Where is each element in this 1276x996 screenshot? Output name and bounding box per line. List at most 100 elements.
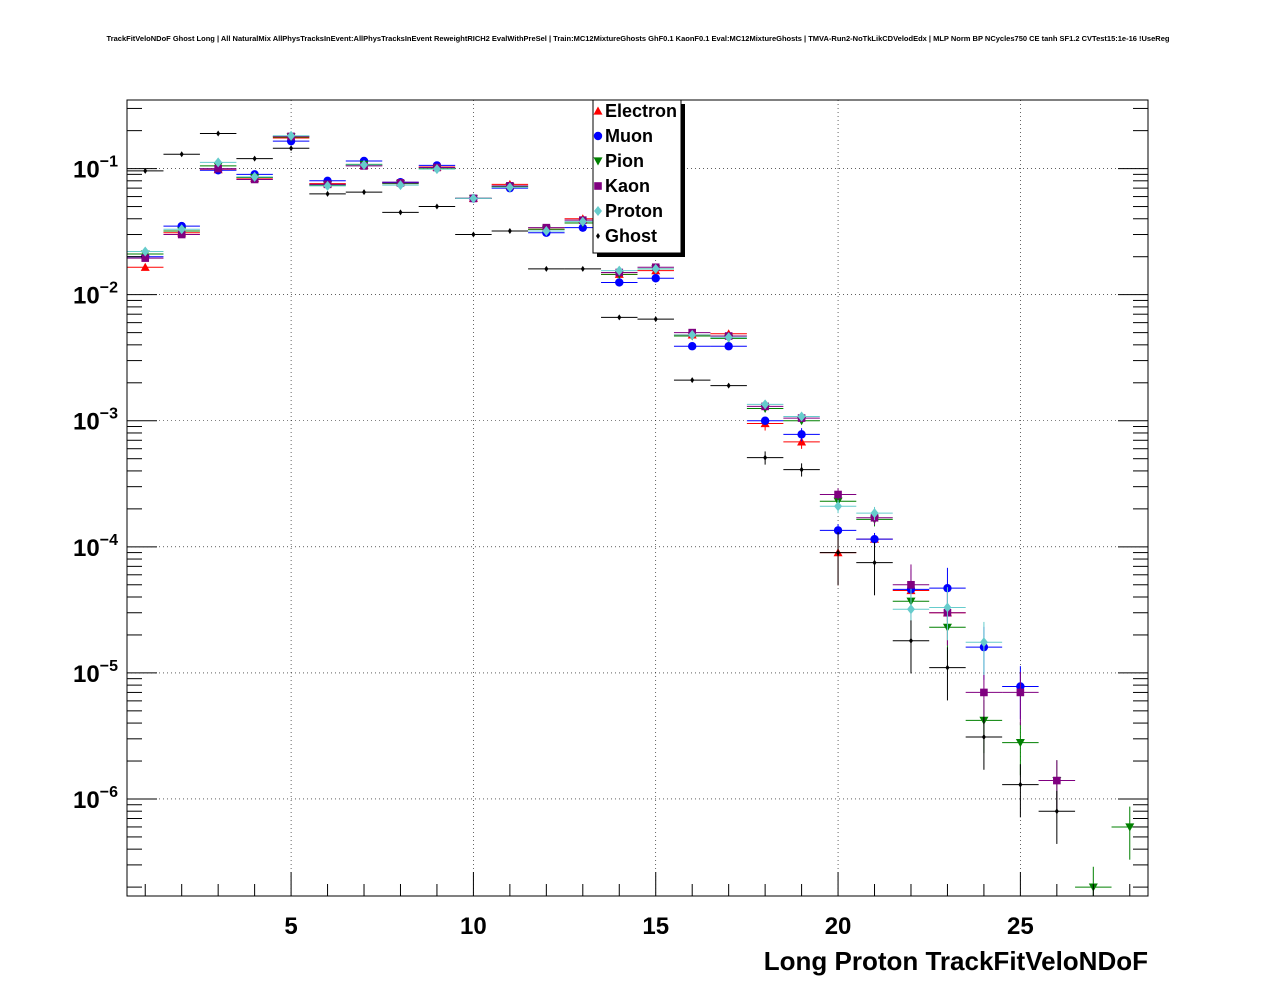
data-point xyxy=(398,209,403,216)
data-point xyxy=(763,454,768,461)
data-point xyxy=(761,399,770,410)
data-point xyxy=(469,193,478,204)
data-point xyxy=(141,246,150,257)
y-tick-label: 10−2 xyxy=(73,280,118,310)
axis-ticks xyxy=(127,107,1148,896)
legend-entry: Electron xyxy=(593,101,677,121)
y-tick-label: 10−1 xyxy=(73,154,118,184)
x-tick-label: 25 xyxy=(1007,913,1034,940)
x-tick-label: 20 xyxy=(825,913,852,940)
legend-marker xyxy=(594,206,602,216)
data-point xyxy=(214,157,223,168)
data-point xyxy=(651,263,660,274)
data-point xyxy=(617,314,622,321)
data-point xyxy=(943,602,952,613)
series-electron xyxy=(127,133,966,646)
legend-label: Pion xyxy=(605,151,644,171)
data-point xyxy=(797,411,806,422)
tick-labels: 5 10 15 20 25 10−1 10−2 10−3 10−4 10−5 10−6 xyxy=(73,154,1034,940)
legend-label: Muon xyxy=(605,126,653,146)
series-proton xyxy=(127,130,1003,675)
data-point xyxy=(287,130,296,141)
data-point xyxy=(140,262,150,271)
legend: Electron Muon Pion Kaon Proton Ghost xyxy=(592,99,685,257)
legend-entry: Ghost xyxy=(596,226,657,246)
data-point xyxy=(615,278,624,287)
legend-entry: Muon xyxy=(593,126,653,146)
data-point xyxy=(544,265,549,272)
data-point xyxy=(615,265,624,276)
x-axis-title: Long Proton TrackFitVeloNDoF xyxy=(764,946,1148,976)
data-point xyxy=(1016,688,1025,697)
data-point xyxy=(505,182,514,193)
data-point xyxy=(250,171,259,182)
data-point xyxy=(434,203,439,210)
chart-title: TrackFitVeloNDoF Ghost Long | All Natura… xyxy=(106,34,1170,43)
data-point xyxy=(396,180,405,191)
data-point xyxy=(653,316,658,323)
data-point xyxy=(432,164,441,175)
data-point xyxy=(289,145,294,152)
data-point xyxy=(870,534,879,544)
y-tick-label: 10−3 xyxy=(73,406,118,436)
data-point xyxy=(252,155,257,162)
data-point xyxy=(980,688,988,697)
data-point xyxy=(177,224,186,235)
data-point xyxy=(908,637,913,644)
data-point xyxy=(797,430,806,439)
data-point xyxy=(797,437,807,446)
x-tick-label: 5 xyxy=(284,913,297,940)
data-point xyxy=(507,227,512,234)
data-point xyxy=(216,130,221,137)
y-tick-label: 10−4 xyxy=(73,532,118,562)
data-point xyxy=(1053,776,1061,785)
data-point xyxy=(833,526,843,535)
data-point xyxy=(945,664,950,671)
data-point xyxy=(724,342,733,351)
data-point xyxy=(834,501,843,512)
data-point xyxy=(471,231,476,238)
data-point xyxy=(580,265,585,272)
legend-label: Ghost xyxy=(605,226,657,246)
data-point xyxy=(214,164,222,173)
data-point xyxy=(323,180,332,191)
legend-label: Electron xyxy=(605,101,677,121)
data-point xyxy=(1054,808,1059,815)
data-point xyxy=(872,559,877,566)
x-tick-label: 15 xyxy=(642,913,669,940)
data-point xyxy=(724,332,733,343)
data-point xyxy=(870,508,879,519)
data-point xyxy=(143,167,148,174)
data-point xyxy=(360,159,369,170)
data-point xyxy=(1018,781,1023,788)
data-point xyxy=(981,734,986,741)
legend-label: Kaon xyxy=(605,176,650,196)
data-point xyxy=(907,580,915,589)
data-point xyxy=(542,225,551,236)
series-ghost xyxy=(127,130,1076,844)
legend-label: Proton xyxy=(605,201,663,221)
data-point xyxy=(141,254,150,262)
data-point xyxy=(979,637,988,648)
data-marks xyxy=(127,130,1148,896)
x-tick-label: 10 xyxy=(460,913,487,940)
data-point xyxy=(690,377,695,384)
data-point xyxy=(1125,823,1135,832)
legend-marker xyxy=(593,131,603,141)
data-point xyxy=(362,189,367,196)
y-tick-label: 10−6 xyxy=(73,784,118,814)
y-tick-label: 10−5 xyxy=(73,658,118,688)
legend-box xyxy=(592,99,682,254)
data-point xyxy=(1015,739,1025,748)
data-point xyxy=(799,466,804,473)
legend-entry: Pion xyxy=(593,151,644,171)
legend-marker xyxy=(596,233,600,239)
legend-marker xyxy=(594,182,602,190)
data-point xyxy=(726,382,731,389)
data-point xyxy=(578,223,588,232)
legend-marker xyxy=(593,157,603,166)
data-point xyxy=(906,604,915,615)
legend-entry: Kaon xyxy=(594,176,650,196)
data-point xyxy=(177,230,186,239)
